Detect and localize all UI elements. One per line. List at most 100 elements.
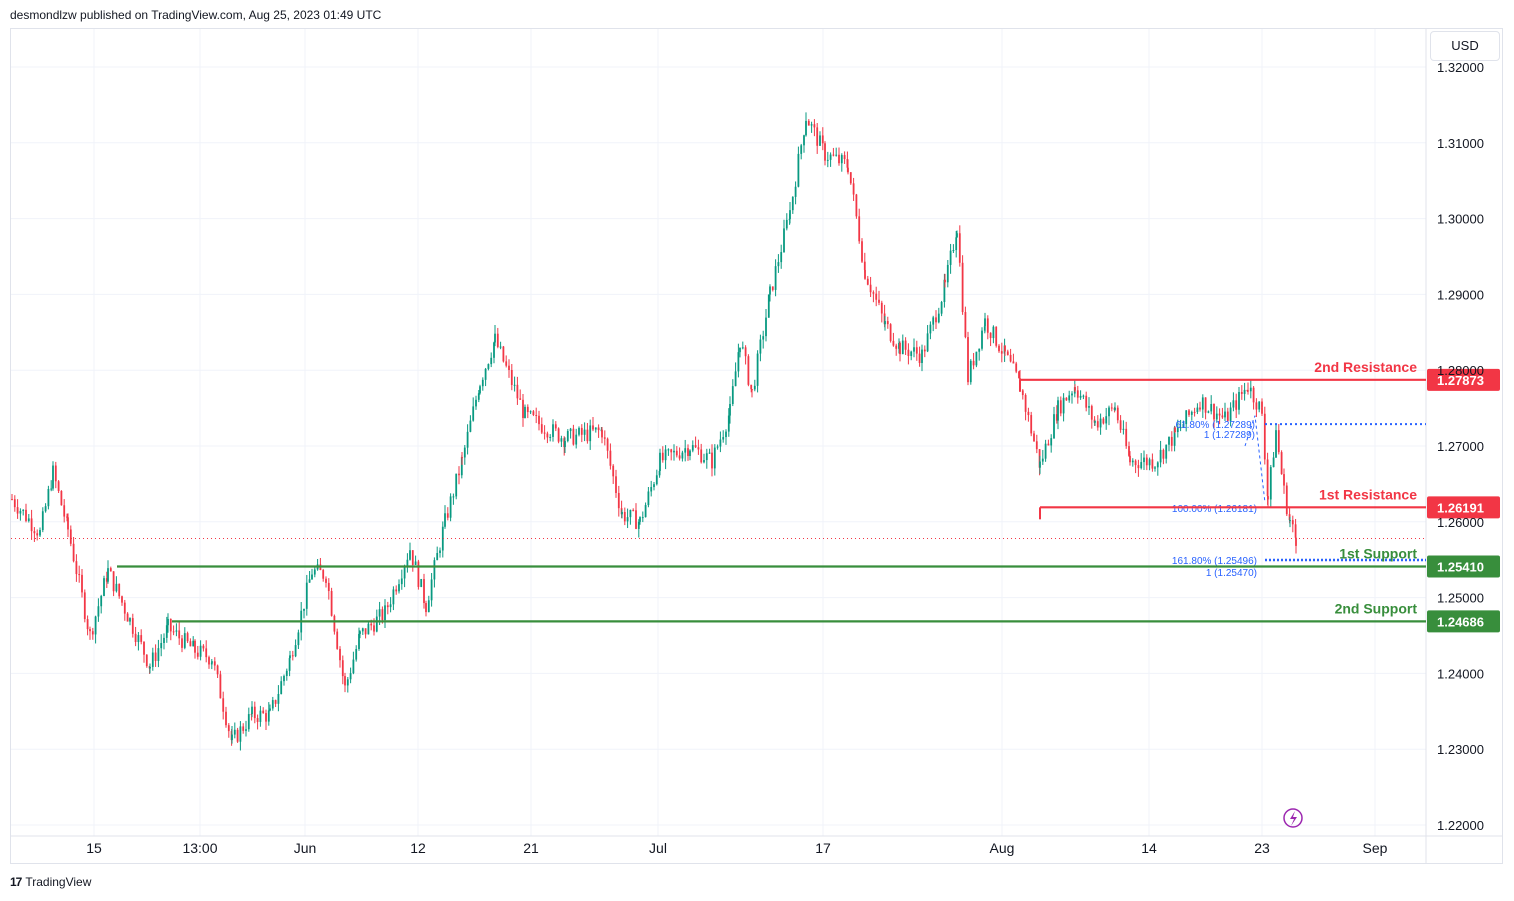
candle	[406, 553, 409, 573]
candle-body	[744, 347, 747, 357]
candle-body	[231, 734, 233, 741]
candle	[626, 508, 629, 529]
candle-body	[566, 431, 569, 442]
candle-body	[411, 550, 414, 565]
candle-body	[956, 233, 958, 238]
candle-body	[1088, 406, 1090, 408]
candle	[57, 480, 60, 494]
candle	[1004, 345, 1006, 356]
y-tick-label: 1.30000	[1437, 212, 1484, 227]
candle-body	[192, 640, 195, 647]
candle	[25, 503, 27, 523]
candle-body	[513, 384, 516, 386]
candle	[169, 618, 172, 641]
candle-body	[998, 345, 1000, 352]
candle	[1204, 397, 1207, 420]
candle	[121, 595, 123, 606]
candle-body	[734, 371, 737, 387]
candle	[271, 696, 274, 711]
candle-body	[1099, 418, 1102, 428]
candle-body	[308, 579, 311, 583]
candle-body	[687, 448, 689, 456]
candle-body	[1154, 467, 1156, 469]
candle	[800, 143, 803, 160]
candle	[1044, 439, 1047, 462]
candle-body	[869, 284, 872, 293]
candle	[352, 651, 355, 675]
candle	[1030, 411, 1033, 437]
fib-label: 61.80% (1.27289)	[1175, 420, 1255, 431]
candle-body	[846, 159, 849, 168]
candle-body	[236, 729, 239, 742]
candle	[510, 364, 513, 391]
candle-body	[25, 509, 27, 521]
candle-body	[242, 726, 245, 731]
candle-body	[154, 652, 157, 661]
candle-body	[557, 428, 560, 442]
candle-body	[41, 511, 44, 531]
candle	[1090, 404, 1093, 429]
candle	[637, 519, 640, 538]
candle-body	[1247, 390, 1249, 392]
candle	[529, 410, 532, 415]
candle-body	[697, 447, 700, 450]
candle	[446, 507, 449, 521]
candle	[729, 396, 731, 424]
lightning-icon[interactable]	[1283, 808, 1303, 828]
candle-body	[1000, 351, 1003, 354]
candle-body	[479, 386, 481, 394]
candle	[89, 626, 91, 640]
candle	[984, 312, 986, 333]
candle-body	[739, 347, 741, 353]
candle	[918, 346, 921, 367]
currency-button[interactable]: USD	[1430, 31, 1500, 61]
candle	[687, 444, 689, 461]
candle-body	[1074, 387, 1076, 391]
candle	[449, 493, 452, 522]
candle-body	[199, 645, 202, 657]
candle	[1096, 415, 1099, 431]
candle	[303, 608, 305, 619]
candle	[940, 300, 943, 317]
candle	[1188, 409, 1190, 417]
candle	[513, 376, 516, 392]
candle	[929, 321, 932, 340]
candle	[664, 445, 667, 470]
candle-body	[423, 579, 425, 604]
candle	[333, 614, 336, 635]
candle-body	[878, 299, 880, 303]
candle-body	[267, 710, 270, 722]
candle	[118, 583, 121, 599]
tradingview-logo-icon: 17	[10, 875, 22, 889]
candle-body	[100, 595, 103, 607]
candle	[560, 435, 563, 448]
candle	[678, 447, 681, 461]
candle-body	[358, 633, 360, 650]
candle-body	[691, 445, 694, 451]
candle-body	[107, 568, 109, 582]
candle-body	[50, 488, 53, 490]
candle-body	[433, 560, 436, 580]
candle-body	[554, 424, 557, 429]
candle	[1137, 459, 1140, 477]
candle	[952, 244, 955, 253]
candle	[780, 244, 783, 269]
candle	[1105, 407, 1108, 430]
candle-body	[364, 628, 367, 635]
candle-body	[1122, 428, 1125, 430]
candle-body	[134, 633, 137, 643]
candle-body	[670, 449, 673, 453]
candle	[430, 573, 433, 607]
candle-body	[291, 655, 294, 657]
candle	[1055, 405, 1058, 424]
candle-body	[1232, 400, 1235, 408]
candle	[194, 639, 196, 659]
candle-body	[705, 453, 708, 461]
candle	[1243, 382, 1246, 401]
candle-body	[89, 629, 91, 632]
candle	[267, 702, 270, 726]
candle-body	[785, 219, 788, 229]
candle-body	[552, 424, 554, 437]
candle	[1295, 536, 1297, 554]
